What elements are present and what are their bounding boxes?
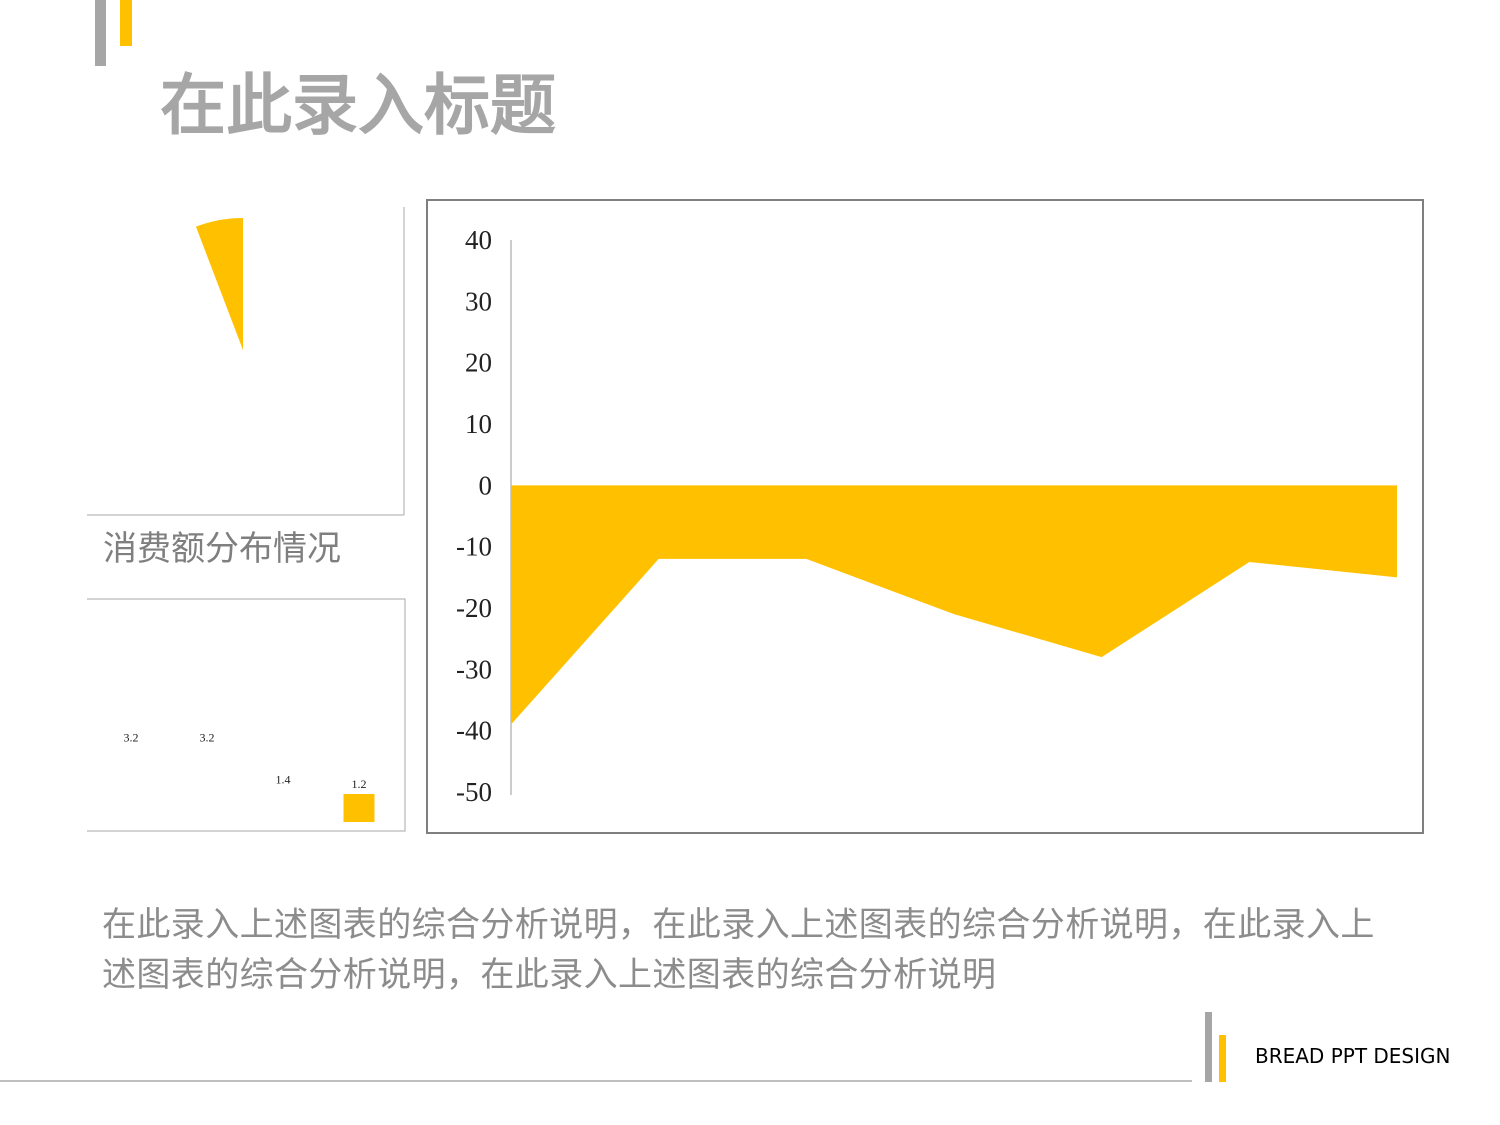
slide-title: 在此录入标题: [160, 67, 556, 144]
chart-frame: [426, 199, 1424, 834]
data-label: 1.2: [352, 777, 367, 791]
deco-bar: [1205, 1012, 1212, 1082]
y-tick-label: 40: [465, 225, 492, 255]
pie-slice: [195, 218, 243, 350]
y-tick-label: 30: [465, 286, 492, 316]
deco-bar: [120, 0, 132, 46]
data-label: 3.2: [124, 730, 139, 744]
deco-bar: [1219, 1035, 1226, 1082]
y-tick-label: -10: [456, 532, 492, 562]
bar: [115, 747, 147, 822]
description: 在此录入上述图表的综合分析说明，在此录入上述图表的综合分析说明，在此录入上述图表…: [102, 905, 1375, 995]
data-label: 3.2: [200, 730, 215, 744]
pie-slice: [110, 218, 375, 483]
y-tick-label: -50: [456, 777, 492, 807]
deco-bar: [95, 0, 106, 66]
y-tick-label: 0: [479, 470, 493, 500]
bar: [267, 789, 299, 822]
bar: [191, 747, 223, 822]
footer: BREAD PPT DESIGN: [1255, 1044, 1450, 1068]
y-tick-label: -30: [456, 654, 492, 684]
data-label: 1.4: [276, 772, 291, 786]
bar: [343, 794, 375, 822]
area: [511, 485, 1397, 725]
pie-title: 消费额分布情况: [103, 529, 341, 569]
y-tick-label: 20: [465, 348, 492, 378]
y-tick-label: 10: [465, 409, 492, 439]
y-tick-label: -20: [456, 593, 492, 623]
panel-border: [87, 598, 406, 832]
y-tick-label: -40: [456, 716, 492, 746]
